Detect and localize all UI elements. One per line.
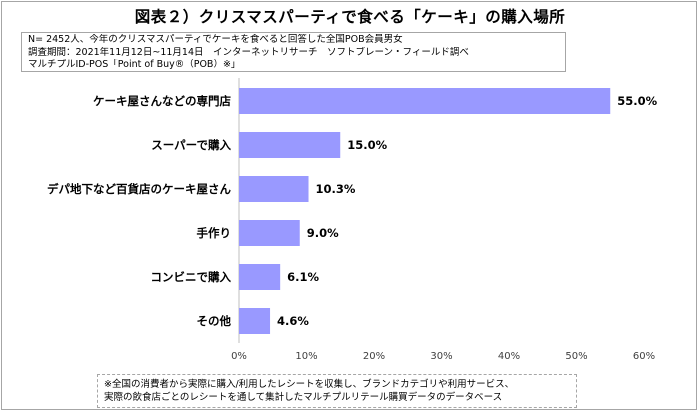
bar xyxy=(239,176,309,202)
category-label: その他 xyxy=(197,314,232,328)
survey-note-period: 調査期間：2021年11月12日~11月14日 インターネットリサーチ ソフトブ… xyxy=(28,46,469,58)
data-label: 6.1% xyxy=(287,270,319,284)
x-tick-label: 10% xyxy=(295,351,317,362)
bar xyxy=(239,264,281,290)
data-label: 10.3% xyxy=(316,182,356,196)
x-tick-label: 40% xyxy=(498,351,520,362)
footnote-box: ※全国の消費者から実際に購入/利用したレシートを収集し、ブランドカテゴリや利用サ… xyxy=(97,374,577,408)
category-label: 手作り xyxy=(197,226,232,240)
footnote-line-2: 実際の飲食店ごとのレシートを通して集計したマルチプルリテール購買データのデータベ… xyxy=(104,392,503,403)
bar xyxy=(239,308,271,334)
survey-note-sample: N= 2452人、今年のクリスマスパーティでケーキを食べると回答した全国POB会… xyxy=(28,34,403,45)
category-label: ケーキ屋さんなどの専門店 xyxy=(93,94,231,108)
footnote-line-1: ※全国の消費者から実際に購入/利用したレシートを収集し、ブランドカテゴリや利用サ… xyxy=(104,379,515,390)
bar xyxy=(239,88,611,114)
category-label: スーパーで購入 xyxy=(151,138,231,152)
category-label: デパ地下など百貨店のケーキ屋さん xyxy=(47,182,231,196)
survey-notes: N= 2452人、今年のクリスマスパーティでケーキを食べると回答した全国POB会… xyxy=(21,32,566,72)
data-label: 9.0% xyxy=(307,226,339,240)
survey-note-source: マルチプルID-POS「Point of Buy®（POB）※」 xyxy=(28,59,241,70)
x-tick-label: 30% xyxy=(430,351,452,362)
category-label: コンビニで購入 xyxy=(151,270,232,284)
x-tick-label: 0% xyxy=(231,351,247,362)
x-tick-label: 60% xyxy=(633,351,655,362)
chart-title: 図表２）クリスマスパーティで食べる「ケーキ」の購入場所 xyxy=(134,8,566,26)
bar xyxy=(239,132,341,158)
x-tick-label: 20% xyxy=(363,351,385,362)
bar xyxy=(239,220,300,246)
x-tick-label: 50% xyxy=(565,351,587,362)
data-label: 55.0% xyxy=(617,94,657,108)
data-label: 4.6% xyxy=(277,314,309,328)
data-label: 15.0% xyxy=(347,138,387,152)
